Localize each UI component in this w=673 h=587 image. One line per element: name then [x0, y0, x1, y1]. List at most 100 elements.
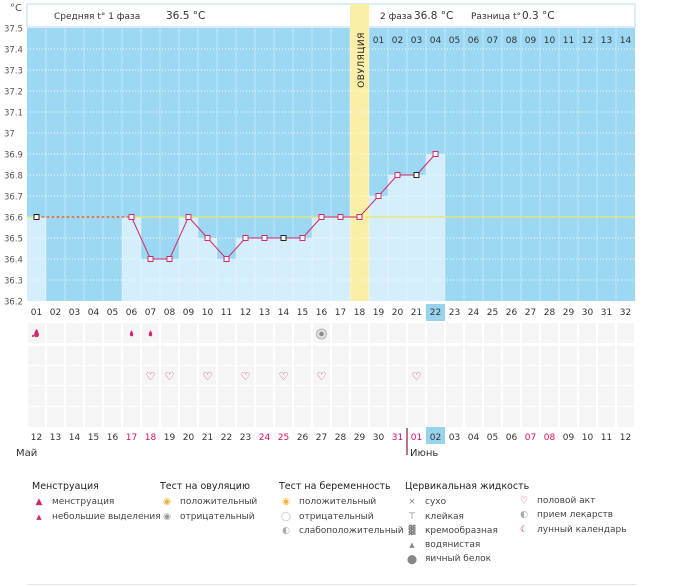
symbol-cell — [579, 407, 596, 427]
intercourse-heart: ♡ — [203, 370, 213, 383]
temperature-bar — [160, 259, 179, 301]
symbol-cell — [446, 407, 463, 427]
temperature-point — [147, 256, 154, 262]
date-label: 25 — [278, 433, 289, 443]
unit-label: °C — [10, 3, 22, 14]
legend-item: × сухо — [405, 495, 529, 509]
cycle-day-label: 16 — [316, 308, 328, 318]
symbol-cell — [351, 323, 368, 343]
symbol-cell — [560, 366, 577, 385]
symbol-cell — [408, 323, 425, 343]
temperature-bar — [388, 175, 407, 301]
symbol-cell — [199, 366, 216, 385]
pill-icon: ◐ — [520, 510, 528, 521]
symbol-cell — [351, 346, 368, 365]
symbol-cell — [332, 386, 349, 406]
symbol-cell — [560, 323, 577, 343]
cycle-day-label: 24 — [468, 308, 480, 318]
temperature-point — [375, 193, 382, 199]
negative-pregnancy-icon: ◯ — [280, 511, 292, 522]
month-label: Май — [16, 448, 37, 459]
date-label: 29 — [354, 433, 366, 443]
symbol-cell — [427, 346, 444, 365]
symbol-cell — [598, 323, 615, 343]
date-label: 28 — [335, 433, 347, 443]
phase2-day-label: 05 — [449, 36, 460, 46]
symbol-cell — [199, 323, 216, 343]
date-label: 02 — [430, 433, 441, 443]
date-label: 27 — [316, 433, 327, 443]
cycle-day-label: 04 — [88, 308, 100, 318]
symbol-cell — [104, 407, 121, 427]
symbol-cell — [351, 366, 368, 385]
legend-item: ◉ положительный — [279, 495, 404, 509]
date-label: 07 — [525, 433, 536, 443]
legend-item: ▲ небольшие выделения — [32, 510, 160, 524]
symbol-cell — [294, 407, 311, 427]
cycle-day-label: 03 — [69, 308, 80, 318]
symbol-cell — [541, 366, 558, 385]
watery-icon: ▲ — [409, 541, 415, 550]
symbol-cell — [465, 386, 482, 406]
phase2-day-label: 11 — [563, 36, 574, 46]
symbol-cell — [370, 386, 387, 406]
cycle-day-label: 21 — [411, 308, 422, 318]
symbol-cell — [332, 407, 349, 427]
symbol-cell — [560, 346, 577, 365]
legend-item: ♡ половой акт — [517, 494, 627, 508]
phase2-value: 36.8 °C — [414, 10, 453, 22]
cycle-day-label: 02 — [50, 308, 61, 318]
cycle-day-label: 27 — [525, 308, 536, 318]
symbol-cell — [161, 366, 178, 385]
weak-positive-pregnancy-icon: ◐ — [282, 526, 290, 537]
symbol-cell — [294, 366, 311, 385]
cycle-day-label: 19 — [373, 308, 385, 318]
date-label: 31 — [392, 433, 403, 443]
y-tick-label: 37.4 — [4, 46, 23, 56]
intercourse-heart: ♡ — [146, 370, 156, 383]
date-label: 06 — [506, 433, 518, 443]
symbol-cell — [370, 407, 387, 427]
temperature-bar — [426, 154, 445, 301]
legend-item: ⬤ яичный белок — [406, 554, 492, 565]
symbol-cell — [598, 386, 615, 406]
plot-area: 36.2 36.3 36.4 36.5 36.6 36.7 36.8 36.9 37 37.1 37… — [4, 4, 635, 459]
symbol-cell — [180, 323, 197, 343]
date-label: 26 — [297, 433, 309, 443]
temperature-point — [242, 235, 249, 241]
legend-ovulation-test-title: Тест на овуляцию — [160, 481, 250, 492]
y-tick-label: 36.2 — [4, 298, 23, 308]
symbol-cell — [218, 323, 235, 343]
date-label: 08 — [544, 433, 556, 443]
diff-value: 0.3 °C — [522, 10, 555, 22]
symbol-cell — [446, 386, 463, 406]
symbol-cell — [408, 386, 425, 406]
intercourse-heart: ♡ — [317, 370, 327, 383]
legend-item: ◉ положительный — [160, 495, 257, 509]
temperature-line-segment — [359, 195, 379, 218]
temperature-bar — [369, 196, 388, 301]
symbol-cell — [28, 407, 45, 427]
symbol-cell — [560, 407, 577, 427]
sticky-icon: ⊤ — [408, 511, 416, 522]
symbol-cell — [142, 346, 159, 365]
symbol-cell — [47, 407, 64, 427]
phase2-day-label: 03 — [411, 36, 422, 46]
y-tick-label: 36.8 — [4, 172, 23, 182]
symbol-cell — [180, 407, 197, 427]
symbol-cell — [275, 386, 292, 406]
temperature-point — [185, 214, 192, 220]
temperature-point — [318, 214, 325, 220]
temperature-bar — [255, 238, 274, 301]
symbol-cell — [522, 366, 539, 385]
menstruation-drop — [129, 330, 134, 337]
legend-item: ◉ отрицательный — [160, 510, 257, 524]
date-label: 21 — [202, 433, 213, 443]
symbol-cell — [85, 407, 102, 427]
legend-item: ▲ менструация — [32, 495, 161, 509]
cycle-day-label: 31 — [601, 308, 612, 318]
cycle-day-label: 18 — [354, 308, 366, 318]
phase2-day-label: 04 — [430, 36, 442, 46]
date-label: 30 — [373, 433, 385, 443]
phase2-day-label: 10 — [544, 36, 556, 46]
